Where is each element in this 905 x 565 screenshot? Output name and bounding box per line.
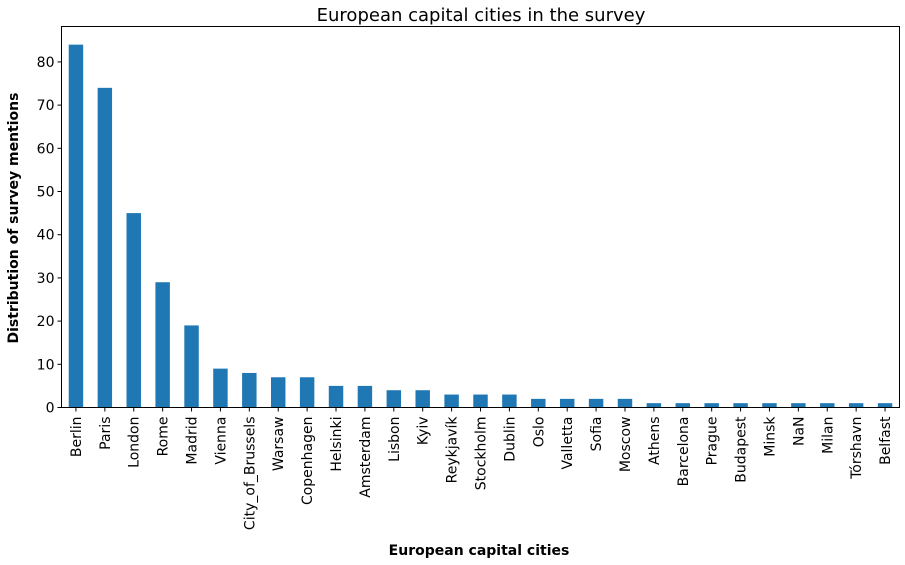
y-tick-label-4: 40 [37, 228, 55, 244]
x-axis: Berlin Paris London Rome Madrid Vienna City_of… [69, 407, 894, 531]
bar-26 [820, 403, 835, 408]
bar-8 [299, 377, 315, 408]
bar-19 [617, 398, 633, 408]
bar-3 [155, 282, 170, 408]
x-tick-label-7: Warsaw [271, 417, 287, 472]
x-tick-label-13: Reykjavík [445, 416, 461, 484]
y-axis-label: Distribution of survey mentions [6, 93, 22, 344]
x-axis-label: European capital cities [389, 543, 570, 559]
plot-frame [61, 26, 900, 408]
x-tick-label-11: Lisbon [387, 417, 403, 462]
x-tick-label-17: Valletta [560, 417, 576, 470]
bar-22 [704, 403, 719, 408]
y-tick-label-7: 70 [37, 98, 55, 114]
chart-title: European capital cities in the survey [317, 5, 646, 26]
x-tick-label-26: Milan [820, 417, 836, 454]
x-tick-label-10: Amsterdam [358, 417, 374, 498]
bar-28 [877, 403, 893, 408]
bar-4 [184, 325, 199, 408]
bars-group [68, 44, 893, 408]
bar-6 [242, 372, 257, 408]
bar-10 [357, 385, 373, 408]
y-tick-label-6: 60 [37, 141, 55, 157]
x-tick-label-20: Athens [647, 417, 663, 465]
x-tick-label-8: Copenhagen [300, 417, 316, 506]
bar-9 [328, 385, 344, 408]
x-tick-label-3: Rome [156, 417, 172, 457]
x-tick-label-19: Moscow [618, 417, 634, 473]
bar-20 [646, 403, 662, 408]
bar-21 [675, 403, 690, 408]
x-tick-label-27: Tórshavn [849, 417, 865, 480]
x-tick-label-5: Vienna [213, 417, 229, 465]
x-tick-label-23: Budapest [734, 416, 750, 483]
bar-1 [97, 87, 113, 408]
x-tick-label-2: London [127, 417, 143, 468]
x-tick-label-16: Oslo [531, 417, 547, 448]
bar-23 [733, 403, 748, 408]
x-tick-label-15: Dublin [502, 417, 518, 462]
bar-17 [559, 398, 575, 408]
x-tick-label-21: Barcelona [676, 417, 692, 487]
bar-2 [126, 213, 141, 408]
x-tick-label-6: City_of_Brussels [242, 417, 258, 531]
x-tick-label-25: NaN [791, 417, 807, 447]
x-tick-label-28: Belfast [878, 416, 894, 465]
bar-11 [386, 390, 402, 408]
bar-25 [791, 403, 806, 408]
bar-15 [502, 394, 517, 408]
y-tick-label-2: 20 [37, 314, 55, 330]
bar-18 [588, 398, 604, 408]
x-tick-label-4: Madrid [185, 417, 201, 465]
x-tick-label-0: Berlin [69, 417, 85, 458]
y-tick-label-3: 30 [37, 271, 55, 287]
bar-27 [848, 403, 864, 408]
y-tick-label-0: 0 [46, 401, 55, 417]
x-tick-label-12: Kyiv [416, 417, 432, 446]
bar-14 [473, 394, 488, 408]
y-tick-label-5: 50 [37, 185, 55, 201]
bar-7 [271, 377, 286, 408]
y-tick-label-8: 80 [37, 55, 55, 71]
x-tick-label-14: Stockholm [474, 417, 490, 491]
bar-12 [415, 390, 430, 408]
y-tick-label-1: 10 [37, 357, 55, 373]
y-axis: 0 10 20 30 40 50 60 70 80 [37, 55, 62, 417]
bar-13 [444, 394, 459, 408]
x-tick-label-22: Prague [705, 417, 721, 466]
x-tick-label-18: Sofia [589, 417, 605, 452]
bar-5 [213, 368, 228, 408]
x-tick-label-9: Helsinki [329, 417, 345, 472]
bar-16 [531, 398, 546, 408]
bar-24 [762, 403, 777, 408]
x-tick-label-24: Minsk [762, 416, 778, 457]
bar-0 [68, 44, 84, 408]
x-tick-label-1: Paris [98, 417, 114, 450]
